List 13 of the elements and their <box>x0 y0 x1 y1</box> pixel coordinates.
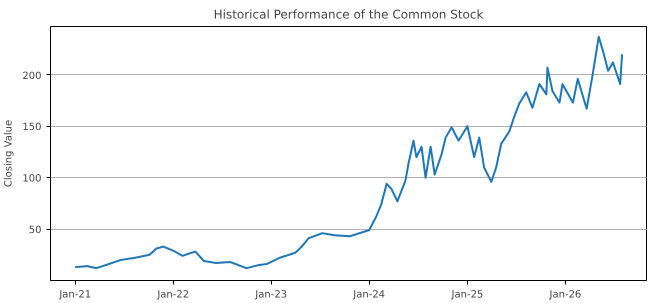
chart-title: Historical Performance of the Common Stock <box>214 8 484 22</box>
x-tick-label: Jan-24 <box>352 290 386 300</box>
x-tick-label: Jan-22 <box>156 290 190 300</box>
y-tick-label: 150 <box>22 122 42 134</box>
y-tick-label: 50 <box>28 225 42 236</box>
y-tick-label: 100 <box>22 174 42 185</box>
y-tick-label: 200 <box>22 70 42 82</box>
x-tick-label: Jan-26 <box>548 290 582 300</box>
x-tick-label: Jan-23 <box>254 290 288 300</box>
x-tick-label: Jan-25 <box>450 290 484 300</box>
x-tick-label: Jan-21 <box>58 290 92 300</box>
y-axis-title: Closing Value <box>3 120 14 188</box>
line-series <box>74 36 624 270</box>
